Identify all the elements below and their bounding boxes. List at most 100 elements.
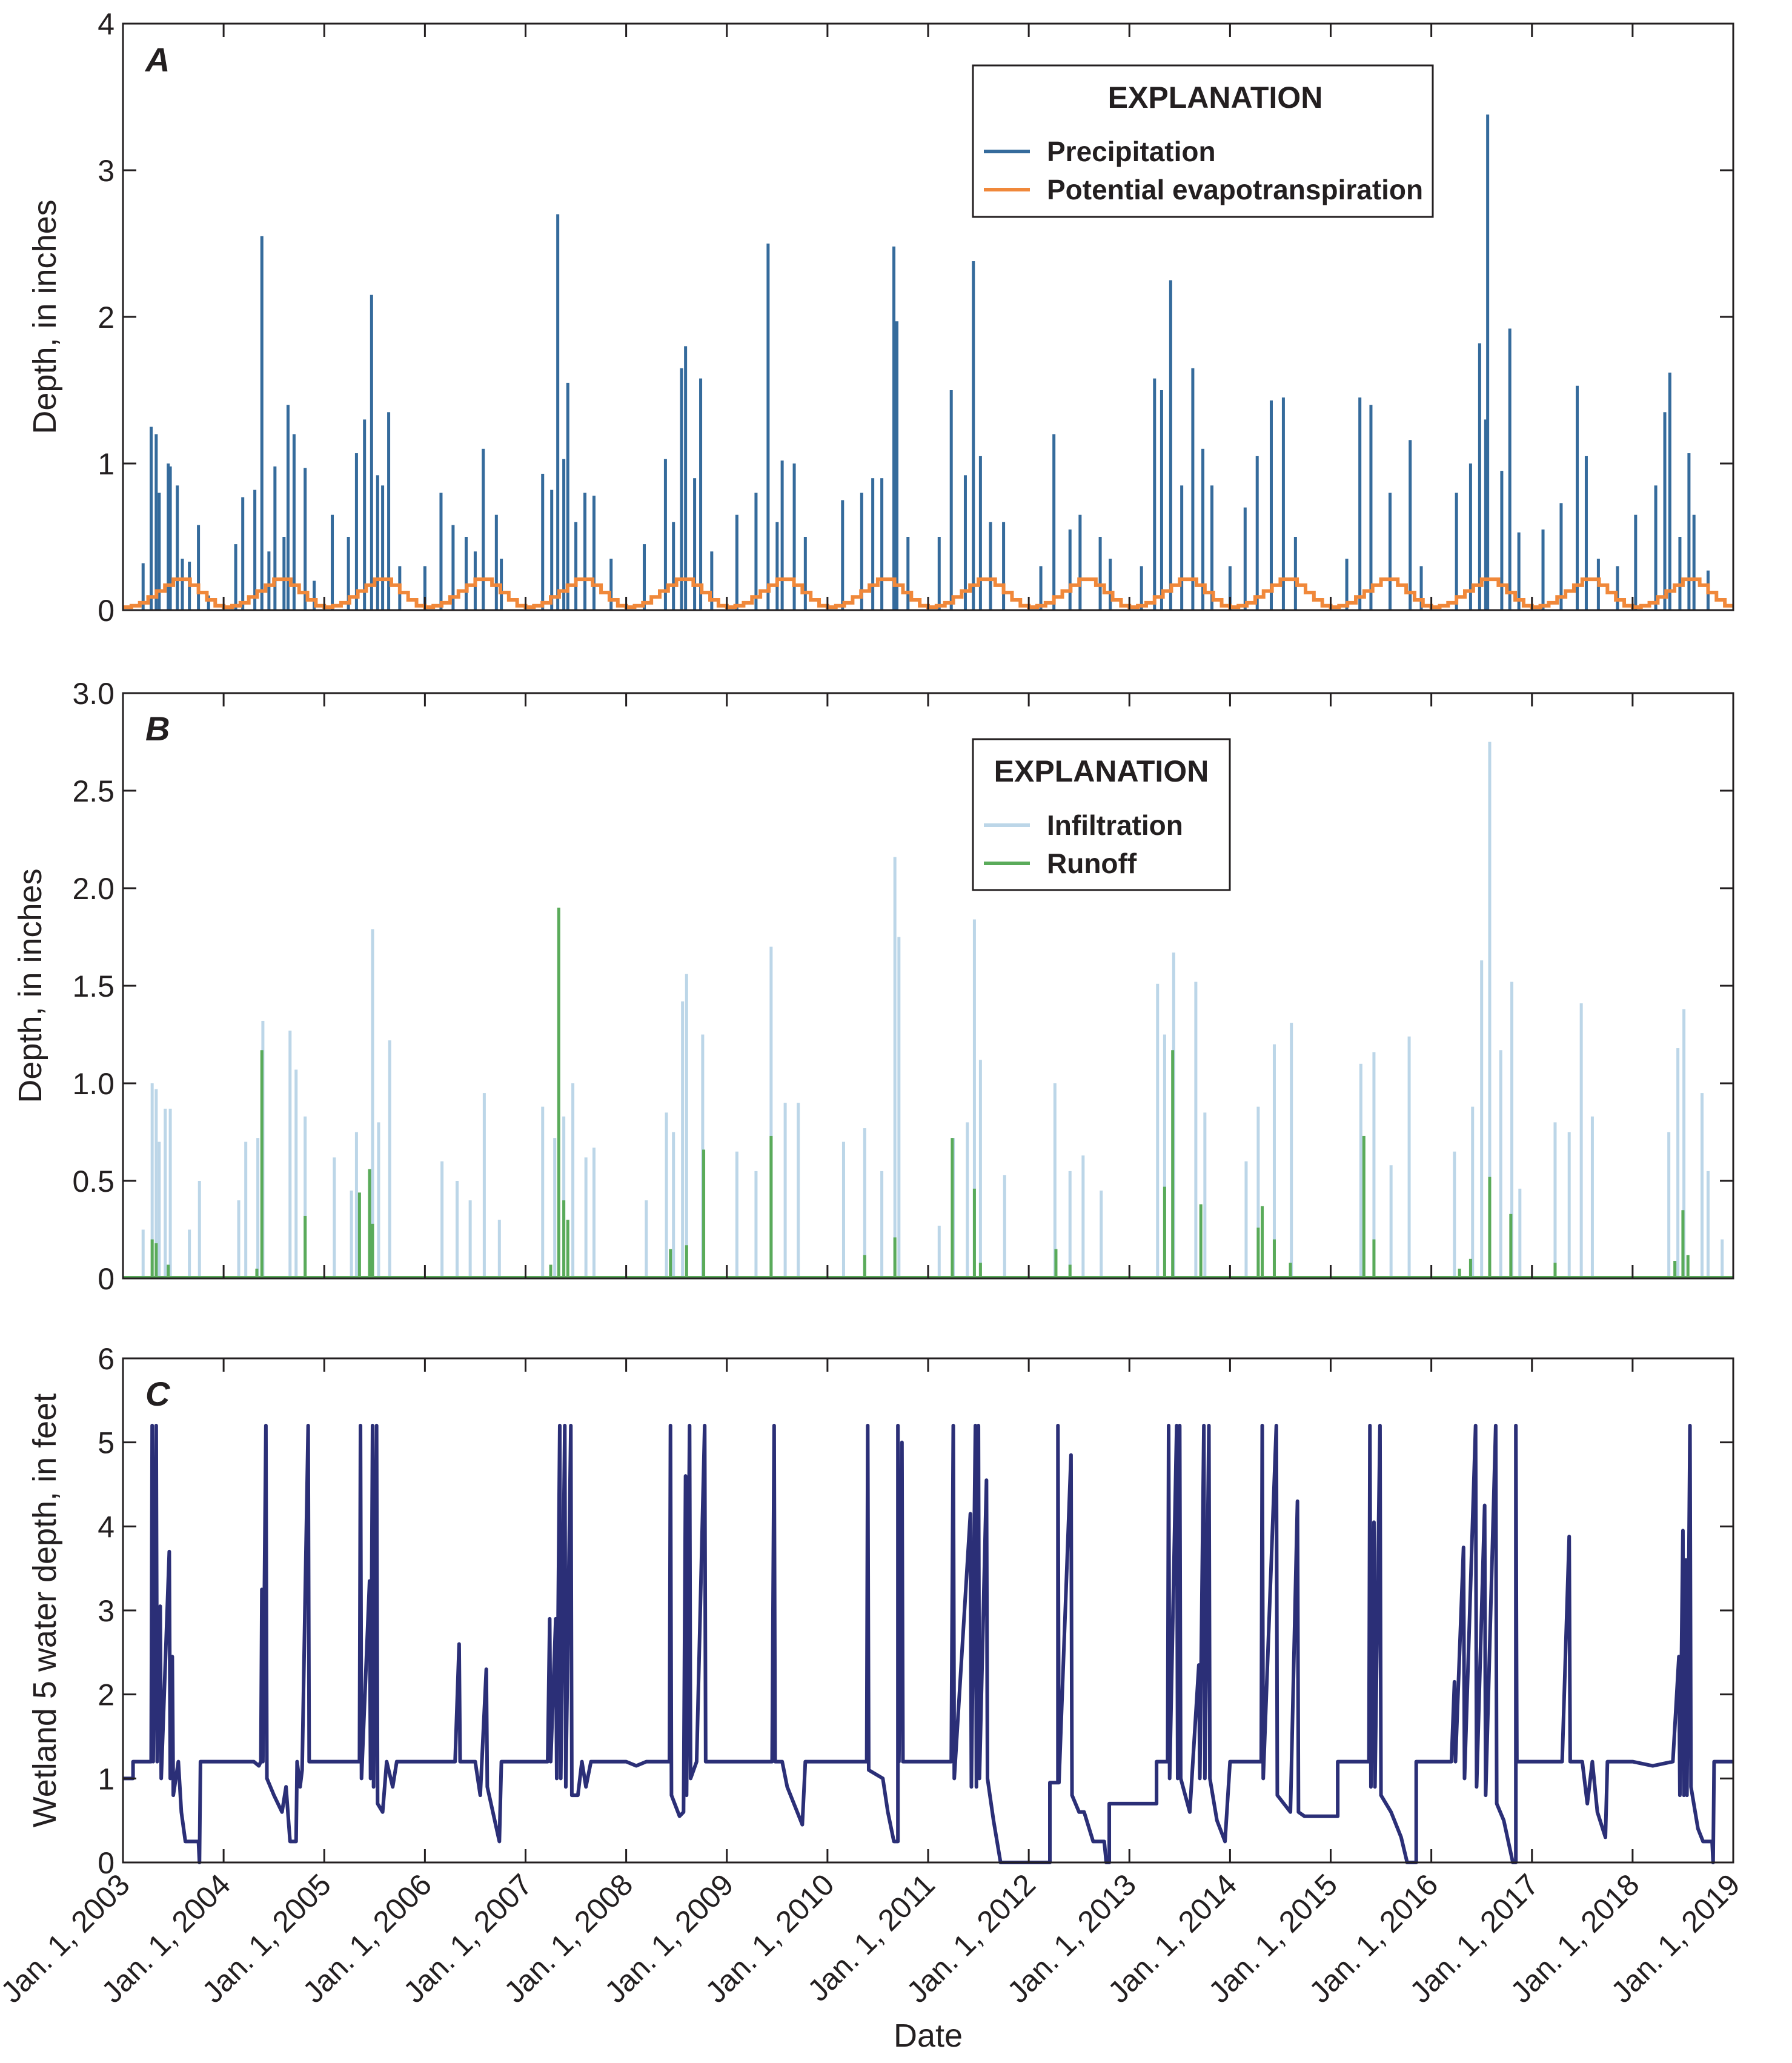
precipitation-bar [1369, 405, 1373, 610]
infiltration-bar [244, 1141, 248, 1278]
precipitation-bar [643, 544, 646, 610]
precipitation-bar [972, 261, 975, 610]
y-axis-title-c: Wetland 5 water depth, in feet [27, 1394, 63, 1827]
precipitation-bar [141, 563, 145, 610]
infiltration-bar [1003, 1175, 1006, 1278]
precipitation-bar [1281, 397, 1285, 610]
precipitation-bar [693, 478, 697, 610]
infiltration-bar [1590, 1116, 1594, 1278]
infiltration-bar [150, 1083, 154, 1278]
infiltration-bar [769, 946, 773, 1278]
legend-b: EXPLANATION Infiltration Runoff [972, 738, 1231, 891]
runoff-bar [304, 1215, 307, 1278]
infiltration-bar [783, 1103, 787, 1278]
infiltration-bar [645, 1200, 648, 1278]
precipitation-bar [234, 544, 237, 610]
runoff-bar [972, 1188, 976, 1278]
runoff-bar [566, 1220, 569, 1278]
precipitation-bar [464, 537, 468, 610]
precipitation-bar [1160, 390, 1163, 610]
precipitation-bar [541, 473, 545, 610]
precipitation-bar [1078, 514, 1082, 610]
infiltration-bar [880, 1171, 884, 1278]
runoff-bar [863, 1255, 866, 1278]
y-tick-label-b: 2.5 [72, 774, 114, 808]
infiltration-bar [1579, 1003, 1583, 1278]
precipitation-bar [494, 514, 498, 610]
precipitation-bar [1345, 559, 1349, 610]
precipitation-bar [1169, 280, 1172, 610]
runoff-bar [1289, 1263, 1292, 1278]
y-tick-label-b: 0 [98, 1262, 114, 1296]
infiltration-bar [1480, 960, 1484, 1278]
precipitation-bar [1576, 385, 1579, 610]
runoff-bar [702, 1149, 706, 1278]
infiltration-bar [388, 1040, 391, 1278]
legend-a: EXPLANATION Precipitation Potential evap… [972, 64, 1434, 218]
precipitation-bar [1002, 522, 1006, 610]
panel-a: 0 1 2 3 4 A Depth, in inches EXPLANATION Pre… [27, 7, 1734, 628]
precipitation-bar [1419, 566, 1423, 610]
runoff-bar [1171, 1050, 1175, 1278]
legend-label-pet: Potential evapotranspiration [1047, 174, 1423, 205]
precipitation-bar [482, 448, 485, 610]
precipitation-bar [1140, 566, 1143, 610]
infiltration-bar [188, 1229, 191, 1278]
infiltration-bar [1518, 1188, 1522, 1278]
precipitation-bar [1663, 412, 1667, 610]
infiltration-bar [154, 1089, 158, 1278]
precipitation-bar [1180, 485, 1184, 610]
precipitation-bar [672, 522, 675, 610]
precipitation-bar [354, 453, 358, 610]
precipitation-bar [792, 463, 796, 610]
runoff-bar [1458, 1268, 1461, 1278]
precipitation-bar [780, 460, 784, 610]
runoff-bar [1509, 1214, 1513, 1278]
runoff-bar [1681, 1210, 1685, 1278]
runoff-bar [154, 1243, 158, 1278]
infiltration-bar [1272, 1044, 1276, 1278]
infiltration-bar [681, 1001, 685, 1278]
plot-frame-b [122, 692, 1734, 1280]
precipitation-bar [949, 390, 953, 610]
precipitation-bar [860, 493, 863, 610]
infiltration-bar [482, 1093, 486, 1278]
precipitation-bar [167, 463, 170, 610]
precipitation-bar [963, 475, 967, 610]
runoff-bar [669, 1249, 672, 1278]
infiltration-bar [754, 1171, 758, 1278]
runoff-bar [1673, 1261, 1677, 1278]
precipitation-bar [292, 434, 296, 610]
precipitation-bar [574, 522, 578, 610]
runoff-bar [769, 1135, 773, 1278]
precipitation-bar [735, 514, 738, 610]
infiltration-bar [456, 1181, 459, 1278]
panel-letter-b: B [145, 709, 170, 748]
infiltration-bar [1499, 1050, 1502, 1278]
infiltration-bar [972, 919, 976, 1278]
precipitation-bar [381, 485, 385, 610]
precipitation-bar [439, 493, 443, 610]
infiltration-bar [893, 857, 897, 1278]
precipitation-bar [347, 537, 350, 610]
runoff-bar [1054, 1249, 1058, 1278]
y-tick-label-b: 1.0 [72, 1067, 114, 1101]
infiltration-bar [1453, 1151, 1456, 1278]
precipitation-bar [592, 496, 596, 610]
infiltration-bar [1359, 1063, 1362, 1278]
y-tick-label-b: 1.5 [72, 969, 114, 1003]
precipitation-bar [376, 475, 379, 610]
infiltration-bar [1194, 982, 1198, 1278]
precipitation-bar [1508, 328, 1512, 610]
infiltration-bar [797, 1103, 800, 1278]
infiltration-bar [735, 1151, 738, 1278]
precipitation-bar [363, 419, 367, 610]
precipitation-bar [207, 595, 210, 610]
precipitation-bar [1541, 529, 1545, 610]
y-tick-label-a: 3 [98, 154, 114, 188]
infiltration-bar [294, 1069, 298, 1278]
precipitation-bar [1616, 566, 1619, 610]
runoff-bar [1261, 1206, 1264, 1278]
precipitation-bar [1517, 532, 1521, 610]
runoff-bar [368, 1169, 371, 1278]
